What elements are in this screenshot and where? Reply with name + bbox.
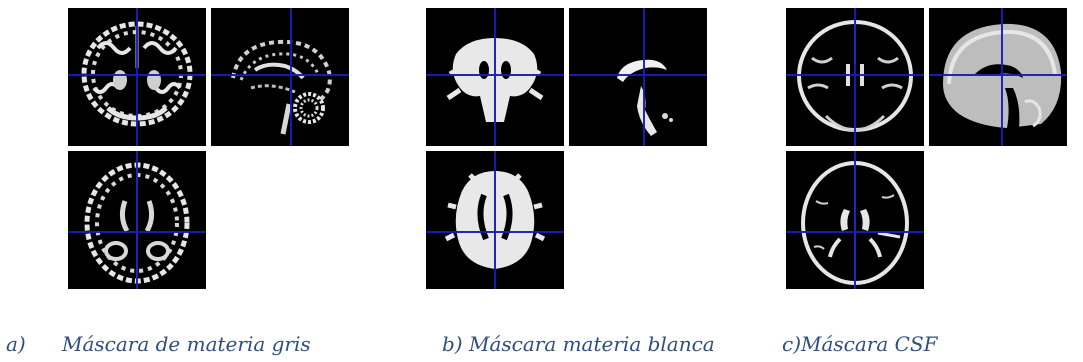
crosshair-vertical (290, 8, 292, 146)
caption-prefix: a) (6, 332, 26, 356)
caption-gray-matter: a) Máscara de materia gris (6, 332, 311, 356)
caption-text: b) Máscara materia blanca (442, 332, 715, 356)
crosshair-vertical (854, 8, 856, 146)
csf-axial-view (786, 151, 924, 289)
crosshair-vertical (494, 151, 496, 289)
csf-coronal-view (786, 8, 924, 146)
crosshair-vertical (136, 8, 138, 146)
white-matter-sagittal-view (569, 8, 707, 146)
gray-matter-sagittal-image (231, 39, 332, 135)
crosshair-horizontal (929, 74, 1067, 76)
crosshair-horizontal (211, 74, 349, 76)
crosshair-vertical (1001, 8, 1003, 146)
caption-text: c)Máscara CSF (782, 332, 938, 356)
caption-csf: c)Máscara CSF (782, 332, 938, 356)
crosshair-vertical (494, 8, 496, 146)
crosshair-horizontal (569, 74, 707, 76)
white-matter-sagittal-image (617, 59, 673, 136)
caption-text: Máscara de materia gris (62, 332, 311, 356)
gray-matter-coronal-view (68, 8, 206, 146)
crosshair-vertical (136, 151, 138, 289)
crosshair-vertical (643, 8, 645, 146)
csf-sagittal-image (943, 23, 1062, 128)
white-matter-coronal-view (426, 8, 564, 146)
csf-sagittal-view (929, 8, 1067, 146)
caption-white-matter: b) Máscara materia blanca (442, 332, 715, 356)
crosshair-vertical (854, 151, 856, 289)
gray-matter-axial-view (68, 151, 206, 289)
gray-matter-sagittal-view (211, 8, 349, 146)
white-matter-axial-view (426, 151, 564, 289)
